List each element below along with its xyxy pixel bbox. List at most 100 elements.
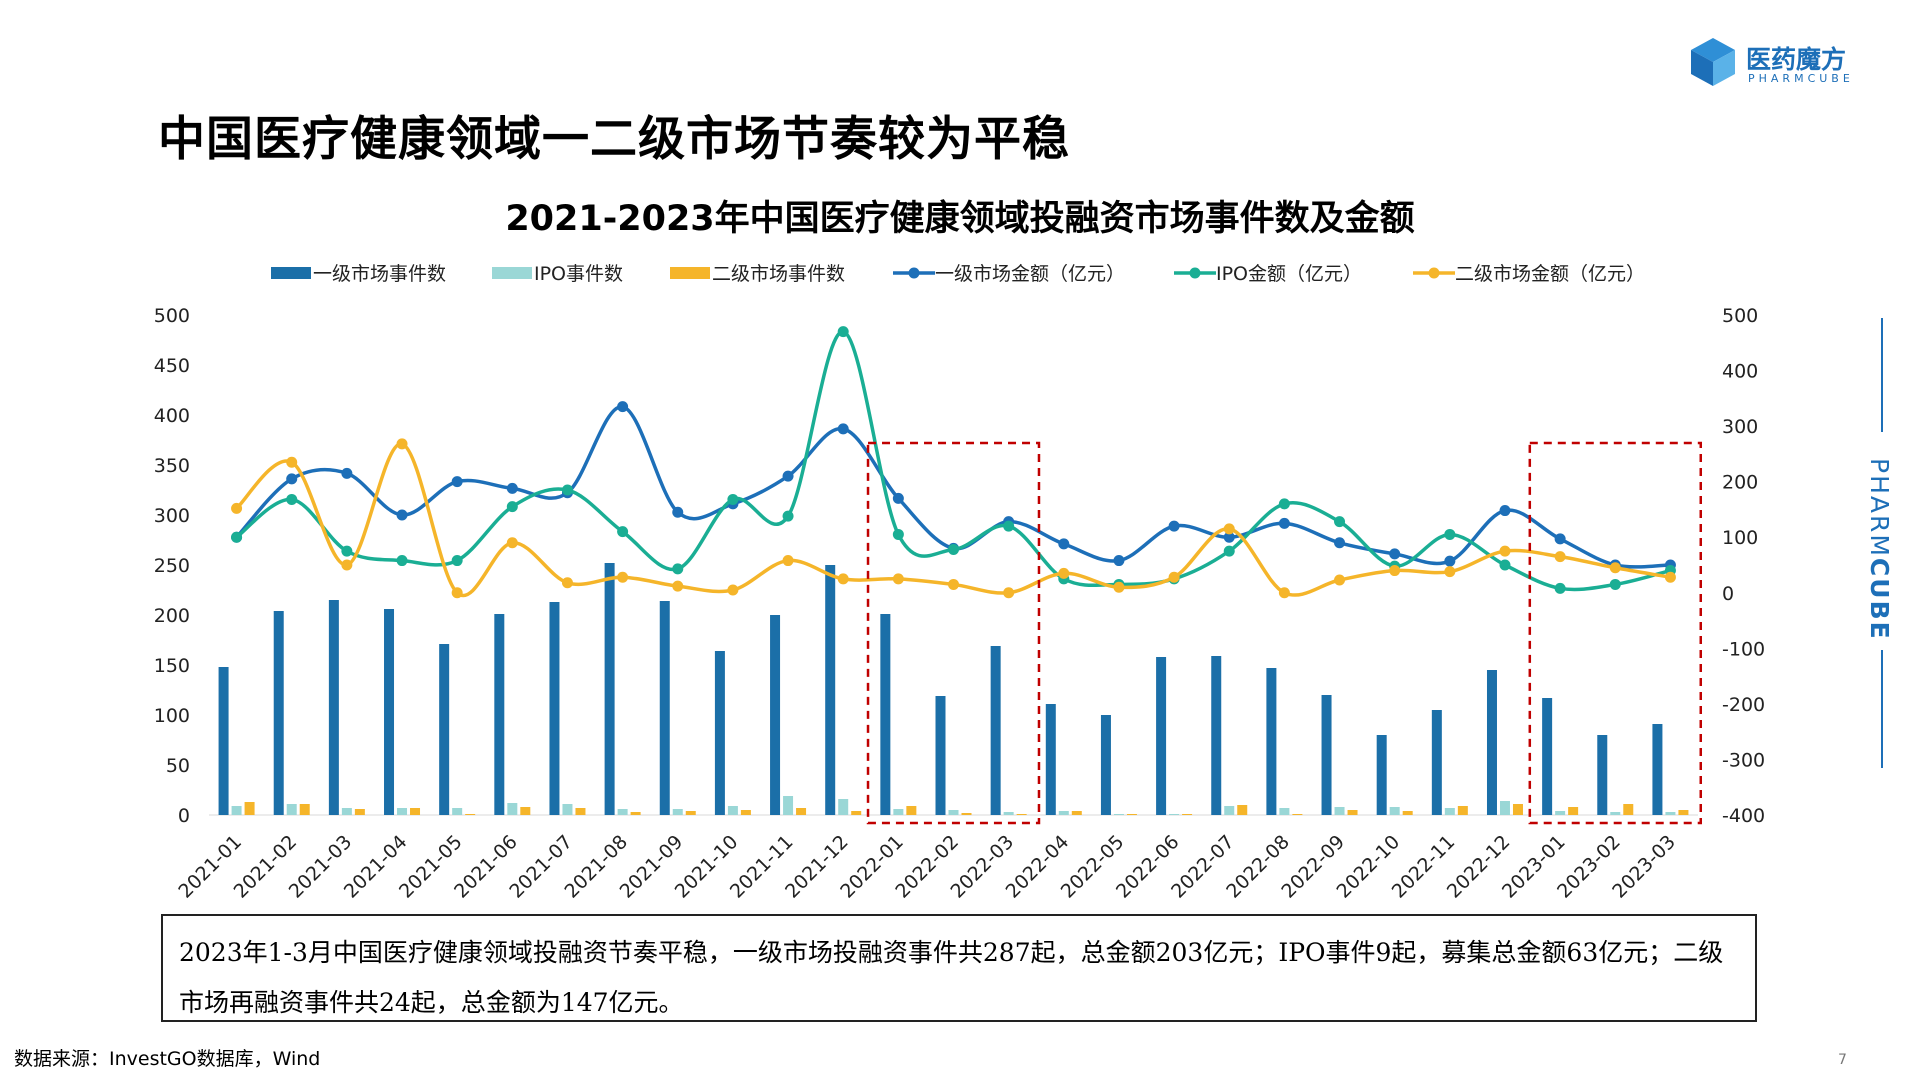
- line-point-3: [1389, 565, 1401, 577]
- right-axis-tick: -300: [1722, 749, 1765, 771]
- cube-logo-icon: [1691, 38, 1735, 86]
- bar-2: [672, 809, 683, 815]
- line-point-3: [1058, 567, 1070, 579]
- bar-2: [1334, 807, 1345, 815]
- bar-3: [299, 804, 310, 815]
- line-series-1: [235, 404, 1671, 569]
- bar-1: [1266, 668, 1277, 815]
- line-point-1: [396, 509, 408, 521]
- bar-1: [880, 614, 891, 815]
- line-point-3: [1003, 587, 1015, 599]
- bar-1: [439, 644, 450, 815]
- bar-1: [1652, 724, 1663, 815]
- line-point-3: [506, 537, 518, 549]
- bar-3: [1292, 814, 1303, 815]
- line-point-3: [286, 456, 298, 468]
- legend-label: 一级市场事件数: [313, 263, 446, 285]
- bar-3: [961, 813, 972, 815]
- bar-1: [604, 563, 615, 815]
- brand-subtitle: PHARMCUBE: [1748, 72, 1854, 85]
- line-point-3: [451, 587, 463, 599]
- bar-2: [1389, 807, 1400, 815]
- bar-1: [1486, 670, 1497, 815]
- bar-1: [1542, 698, 1553, 815]
- bar-3: [465, 814, 476, 815]
- right-axis-tick: 300: [1722, 416, 1758, 438]
- bar-2: [948, 810, 959, 815]
- line-point-1: [672, 506, 684, 518]
- line-point-3: [617, 571, 629, 583]
- page-number: 7: [1838, 1052, 1847, 1068]
- legend-label: 二级市场事件数: [712, 263, 845, 285]
- line-point-3: [1223, 523, 1235, 535]
- right-axis-tick: -200: [1722, 694, 1765, 716]
- bar-1: [1045, 704, 1056, 815]
- legend-swatch-dot: [1189, 267, 1201, 279]
- bar-2: [893, 809, 904, 815]
- data-source: 数据来源：InvestGO数据库，Wind: [14, 1048, 321, 1070]
- line-point-2: [286, 493, 298, 505]
- line-point-3: [892, 573, 904, 585]
- line-point-1: [892, 492, 904, 504]
- bar-3: [1016, 814, 1027, 815]
- bar-1: [1597, 735, 1608, 815]
- side-brand-bold: CUBE: [1865, 557, 1894, 641]
- bar-2: [1279, 808, 1290, 815]
- right-axis-tick: -400: [1722, 805, 1765, 827]
- bar-2: [1224, 806, 1235, 815]
- left-axis-tick: 500: [154, 305, 190, 327]
- bar-1: [549, 602, 560, 815]
- legend-swatch-dot: [908, 267, 920, 279]
- right-axis-tick: 200: [1722, 472, 1758, 494]
- line-point-2: [1499, 559, 1511, 571]
- bar-1: [1376, 735, 1387, 815]
- line-point-1: [286, 473, 298, 485]
- bar-2: [727, 806, 738, 815]
- line-point-1: [617, 401, 629, 413]
- bar-2: [1665, 812, 1676, 815]
- bar-3: [906, 806, 917, 815]
- line-point-3: [1278, 587, 1290, 599]
- line-point-1: [1058, 538, 1070, 550]
- bar-2: [286, 804, 297, 815]
- line-point-2: [948, 543, 959, 555]
- bar-3: [1402, 811, 1413, 815]
- bar-2: [1499, 801, 1510, 815]
- line-point-2: [1554, 582, 1566, 594]
- line-point-1: [1223, 531, 1235, 543]
- line-point-3: [561, 577, 573, 589]
- bar-3: [1347, 810, 1358, 815]
- line-series-3: [235, 442, 1671, 598]
- line-point-2: [617, 526, 629, 538]
- line-point-3: [396, 438, 408, 450]
- line-point-2: [506, 501, 518, 513]
- brand-logo: 医药魔方 PHARMCUBE: [1688, 36, 1888, 92]
- brand-name: 医药魔方: [1746, 45, 1847, 74]
- bar-1: [218, 667, 229, 815]
- line-point-3: [782, 555, 794, 567]
- legend-swatch-bar: [670, 267, 710, 279]
- highlight-box: [1528, 441, 1703, 825]
- legend-label: 一级市场金额（亿元）: [935, 263, 1125, 285]
- bar-3: [1568, 807, 1579, 815]
- bar-2: [341, 808, 352, 815]
- bar-2: [617, 809, 628, 815]
- bar-2: [507, 803, 518, 815]
- bar-3: [630, 812, 641, 815]
- left-axis-tick: 50: [166, 755, 190, 777]
- right-axis-tick: 0: [1722, 583, 1734, 605]
- line-point-3: [341, 559, 353, 571]
- bar-1: [1431, 710, 1442, 815]
- legend-label: IPO事件数: [534, 263, 623, 285]
- summary-note: 2023年1-3月中国医疗健康领域投融资节奏平稳，一级市场投融资事件共287起，…: [161, 914, 1757, 1022]
- bar-3: [1678, 810, 1689, 815]
- line-point-1: [1444, 555, 1456, 567]
- bar-2: [562, 804, 573, 815]
- line-point-2: [782, 510, 794, 522]
- line-point-1: [506, 482, 518, 494]
- legend-label: IPO金额（亿元）: [1216, 263, 1362, 285]
- bar-2: [838, 799, 849, 815]
- bar-3: [410, 808, 421, 815]
- line-point-1: [1334, 537, 1346, 549]
- highlight-box: [866, 441, 1041, 825]
